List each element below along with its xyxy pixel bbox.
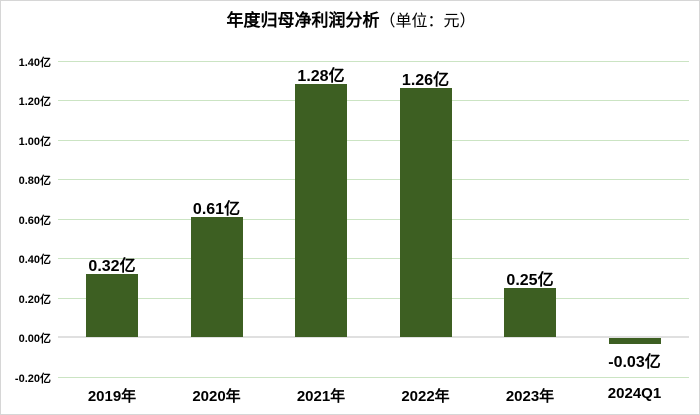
zero-axis-line (58, 336, 689, 339)
bar-2021年 (295, 84, 347, 338)
y-gridline (58, 60, 689, 62)
y-gridline (58, 139, 689, 141)
y-axis-tick-label: 0.20亿 (18, 293, 51, 306)
bar-2019年 (86, 274, 138, 338)
y-gridline (58, 100, 689, 102)
chart-title-unit: （单位：元） (379, 13, 476, 30)
y-gridline (58, 218, 689, 220)
y-gridline (58, 179, 689, 181)
bar-2024Q1 (608, 338, 661, 345)
y-gridline (58, 376, 689, 378)
x-axis-label: 2022年 (401, 388, 450, 405)
y-axis-tick-label: 0.00亿 (18, 333, 51, 346)
data-label: 0.61亿 (192, 200, 241, 218)
x-axis-label: 2020年 (192, 388, 241, 405)
x-axis-label: 2019年 (87, 388, 137, 405)
data-label: -0.03亿 (608, 354, 661, 372)
x-axis-label: 2021年 (296, 388, 346, 405)
y-axis-tick-label: -0.20亿 (14, 372, 51, 385)
y-gridline (58, 297, 689, 299)
y-axis-tick-label: 1.40亿 (18, 56, 51, 69)
y-axis-tick-label: 0.60亿 (18, 214, 51, 227)
data-label: 0.32亿 (88, 258, 136, 276)
data-label: 1.26亿 (401, 72, 450, 90)
chart-title: 年度归母净利润分析（单位：元） (1, 9, 699, 34)
x-axis-label: 2023年 (505, 388, 555, 405)
x-axis-label: 2024Q1 (607, 385, 662, 402)
chart-title-text: 年度归母净利润分析 (226, 11, 380, 30)
y-axis-tick-label: 0.40亿 (18, 254, 51, 267)
y-axis-tick-label: 0.80亿 (18, 175, 51, 188)
bar-2023年 (504, 287, 556, 338)
y-gridline (58, 258, 689, 260)
data-label: 0.25亿 (506, 271, 554, 289)
y-axis-tick-label: 1.20亿 (18, 96, 51, 109)
data-label: 1.28亿 (297, 68, 345, 86)
bar-2022年 (399, 88, 452, 338)
y-axis-tick-label: 1.00亿 (18, 135, 51, 148)
bar-2020年 (190, 216, 243, 338)
